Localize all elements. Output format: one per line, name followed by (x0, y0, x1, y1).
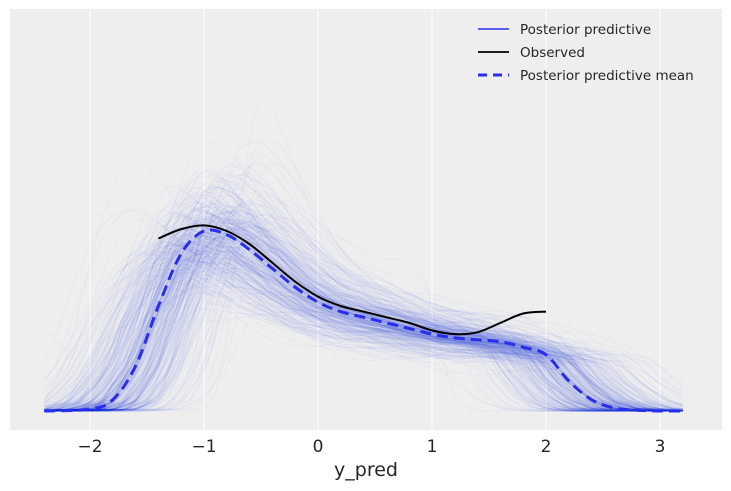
legend: Posterior predictive Observed Posterior … (478, 22, 694, 84)
plot-area (10, 9, 722, 430)
legend-label-posterior: Posterior predictive (520, 22, 651, 38)
x-tick-label: −1 (191, 437, 216, 457)
x-tick-label: 2 (541, 437, 552, 457)
x-axis-ticks: −2 −1 0 1 2 3 (77, 437, 665, 457)
legend-label-mean: Posterior predictive mean (520, 68, 694, 84)
x-axis-label: y_pred (334, 459, 398, 481)
grid-lines (89, 9, 661, 430)
x-tick-label: 3 (655, 437, 666, 457)
posterior-predictive-mean-line (44, 228, 683, 413)
x-tick-label: −2 (77, 437, 102, 457)
observed-line (158, 224, 547, 336)
x-tick-label: 1 (427, 437, 438, 457)
legend-label-observed: Observed (520, 45, 585, 61)
x-tick-label: 0 (313, 437, 324, 457)
